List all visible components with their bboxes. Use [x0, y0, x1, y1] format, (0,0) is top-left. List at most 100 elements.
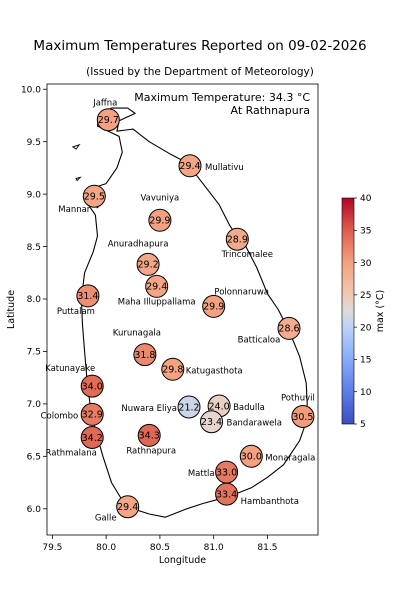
x-tick-label: 80.0: [96, 543, 116, 553]
y-tick-label: 7.5: [27, 348, 41, 358]
colorbar-tick-label: 35: [360, 226, 371, 236]
x-axis-ticks: 79.5 80.0 80.5 81.0 81.5: [42, 535, 277, 553]
station-value: 29.4: [117, 502, 138, 513]
station-markers: 29.7 29.4 29.5 29.9 28.9 29.2 29.4 31.4 29.9 28.6…: [76, 108, 315, 519]
colorbar-tick-label: 25: [360, 291, 371, 301]
station-name: Anuradhapura: [108, 239, 169, 249]
colorbar-tick-label: 5: [360, 420, 366, 430]
station-marker: [277, 316, 301, 340]
station-value: 34.2: [82, 433, 103, 444]
station-labels: Jaffna Mullativu Mannar Vavuniya Trincomalee…: [41, 99, 316, 524]
station-value: 29.5: [84, 192, 105, 203]
station-marker: [215, 482, 239, 506]
x-tick-label: 81.0: [204, 543, 224, 553]
station-value: 28.6: [278, 324, 299, 335]
y-axis-ticks: 6.0 6.5 7.0 7.5 8.0 8.5 9.0 9.5 10.0: [21, 85, 47, 515]
station-value: 33.0: [216, 467, 237, 478]
station-value: 23.4: [201, 417, 222, 428]
station-marker: [239, 444, 263, 468]
station-name: Mullativu: [205, 163, 244, 173]
colorbar-tick-label: 20: [360, 323, 372, 333]
station-marker: [178, 154, 202, 178]
station-value: 31.4: [77, 291, 98, 302]
station-value: 32.9: [82, 410, 103, 421]
station-name: Jaffna: [92, 99, 117, 109]
x-tick-label: 80.5: [150, 543, 170, 553]
station-marker: [148, 208, 172, 232]
station-name: Katunayake: [45, 364, 95, 374]
station-value: 34.3: [139, 431, 160, 442]
station-name: Hambanthota: [241, 497, 299, 507]
station-marker: [225, 227, 249, 251]
station-name: Polonnaruwa: [214, 287, 269, 297]
chart-title: Maximum Temperatures Reported on 09-02-2…: [33, 38, 367, 54]
colorbar-gradient: [341, 197, 355, 425]
plot-frame: [46, 83, 319, 536]
y-tick-label: 7.0: [27, 400, 42, 410]
station-value: 24.0: [209, 401, 230, 412]
station-name: Vavuniya: [141, 193, 180, 203]
y-axis-label: Latitude: [6, 290, 17, 329]
station-value: 34.0: [82, 381, 103, 392]
station-value: 33.4: [216, 489, 237, 500]
station-value: 29.4: [146, 282, 167, 293]
station-marker: [80, 402, 104, 426]
station-name: Monaragala: [265, 453, 315, 463]
x-tick-label: 79.5: [42, 543, 62, 553]
station-marker: [96, 108, 120, 132]
island-outline: [71, 143, 81, 150]
station-value: 28.9: [227, 235, 248, 246]
x-tick-label: 81.5: [257, 543, 277, 553]
station-name: Kurunagala: [113, 329, 161, 339]
station-marker: [80, 374, 104, 398]
y-tick-label: 9.0: [27, 190, 42, 200]
y-tick-label: 6.0: [27, 505, 42, 515]
station-marker: [145, 274, 169, 298]
station-marker: [177, 395, 201, 419]
station-name: Bandarawela: [227, 419, 283, 429]
station-value: 29.9: [203, 302, 224, 313]
station-marker: [161, 357, 185, 381]
island-outline: [75, 176, 82, 182]
station-name: Rathnapura: [126, 446, 176, 456]
y-tick-label: 6.5: [27, 453, 41, 463]
y-tick-label: 8.0: [27, 295, 42, 305]
station-value: 30.5: [292, 412, 313, 423]
station-name: Katugasthota: [186, 366, 243, 376]
station-value: 30.0: [241, 452, 262, 463]
y-tick-label: 9.5: [27, 138, 41, 148]
station-value: 29.2: [138, 260, 159, 271]
station-marker: [136, 252, 160, 276]
station-name: Pothuvil: [281, 394, 315, 404]
station-marker: [82, 184, 106, 208]
y-tick-label: 10.0: [21, 85, 41, 95]
station-value: 29.4: [179, 161, 200, 172]
station-name: Trincomalee: [221, 250, 273, 260]
station-marker: [200, 410, 223, 434]
station-name: Rathmalana: [46, 449, 97, 459]
station-name: Maha Illuppallama: [118, 297, 196, 307]
station-marker: [202, 294, 226, 318]
y-tick-label: 8.5: [27, 243, 41, 253]
chart-subtitle: (Issued by the Department of Meteorology…: [86, 66, 314, 78]
colorbar-label: max (°C): [375, 290, 386, 333]
station-value: 29.7: [98, 115, 119, 126]
colorbar-ticks: 5 10 15 20 25 30 35 40: [354, 194, 372, 430]
station-name: Colombo: [41, 411, 79, 421]
station-name: Mattla: [188, 469, 215, 479]
station-name: Galle: [95, 514, 117, 524]
station-marker: [137, 423, 161, 447]
x-axis-label: Longitude: [159, 555, 206, 566]
station-marker: [76, 284, 100, 308]
station-marker: [291, 405, 315, 428]
station-value: 21.2: [178, 402, 199, 413]
colorbar-tick-label: 40: [360, 194, 372, 204]
station-name: Badulla: [233, 403, 265, 413]
station-name: Mannar: [58, 205, 91, 215]
station-value: 31.8: [134, 350, 155, 361]
max-temp-annotation: Maximum Temperature: 34.3 °C: [134, 91, 310, 104]
station-name: Puttalam: [57, 307, 95, 317]
station-marker: [80, 426, 104, 449]
